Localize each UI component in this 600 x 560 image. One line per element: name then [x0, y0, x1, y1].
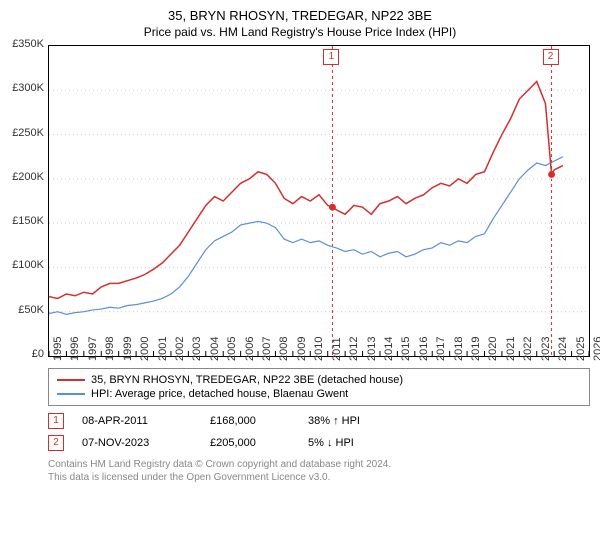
x-tick-label: 1996: [69, 337, 81, 361]
y-tick-label: £50K: [2, 304, 44, 316]
x-tick-label: 2018: [453, 337, 465, 361]
legend-swatch: [57, 393, 85, 395]
legend-item: HPI: Average price, detached house, Blae…: [57, 387, 581, 401]
chart-subtitle: Price paid vs. HM Land Registry's House …: [0, 23, 600, 45]
event-row: 1 08-APR-2011 £168,000 38% ↑ HPI: [48, 410, 590, 432]
legend-item: 35, BRYN RHOSYN, TREDEGAR, NP22 3BE (det…: [57, 373, 581, 387]
x-tick-label: 2011: [331, 337, 343, 361]
event-delta: 38% ↑ HPI: [308, 415, 398, 427]
y-tick-label: £250K: [2, 127, 44, 139]
chart-area: £0£50K£100K£150K£200K£250K£300K£350K 199…: [48, 45, 588, 362]
chart-container: { "title": "35, BRYN RHOSYN, TREDEGAR, N…: [0, 0, 600, 560]
event-delta: 5% ↓ HPI: [308, 437, 398, 449]
x-tick-label: 2017: [435, 337, 447, 361]
x-tick-label: 2020: [487, 337, 499, 361]
legend-swatch: [57, 379, 85, 381]
legend-box: 35, BRYN RHOSYN, TREDEGAR, NP22 3BE (det…: [48, 368, 590, 406]
legend-label: HPI: Average price, detached house, Blae…: [91, 388, 348, 400]
footer-attribution: Contains HM Land Registry data © Crown c…: [48, 458, 590, 484]
footer-line-1: Contains HM Land Registry data © Crown c…: [48, 458, 590, 471]
x-tick-label: 2025: [575, 337, 587, 361]
event-price: £168,000: [210, 415, 290, 427]
x-tick-label: 2001: [157, 337, 169, 361]
event-date: 07-NOV-2023: [82, 437, 192, 449]
event-row: 2 07-NOV-2023 £205,000 5% ↓ HPI: [48, 432, 590, 454]
x-tick-label: 2006: [244, 337, 256, 361]
x-tick-label: 1995: [52, 337, 64, 361]
x-tick-label: 2004: [209, 337, 221, 361]
x-tick-label: 2007: [261, 337, 273, 361]
x-tick-label: 2016: [418, 337, 430, 361]
x-tick-label: 2026: [592, 337, 600, 361]
marker-flag: 2: [543, 49, 559, 65]
x-tick-label: 2003: [191, 337, 203, 361]
x-tick-label: 2021: [505, 337, 517, 361]
x-tick-label: 2015: [400, 337, 412, 361]
legend-label: 35, BRYN RHOSYN, TREDEGAR, NP22 3BE (det…: [91, 374, 403, 386]
event-marker: 2: [48, 435, 64, 451]
x-tick-label: 2008: [278, 337, 290, 361]
y-tick-label: £200K: [2, 171, 44, 183]
y-tick-label: £350K: [2, 38, 44, 50]
x-tick-label: 1997: [87, 337, 99, 361]
y-tick-label: £300K: [2, 82, 44, 94]
x-tick-label: 2000: [139, 337, 151, 361]
event-date: 08-APR-2011: [82, 415, 192, 427]
y-tick-label: £100K: [2, 259, 44, 271]
x-tick-label: 2009: [296, 337, 308, 361]
event-price: £205,000: [210, 437, 290, 449]
x-tick-label: 1999: [122, 337, 134, 361]
x-tick-label: 2002: [174, 337, 186, 361]
x-tick-label: 2013: [366, 337, 378, 361]
x-tick-label: 2019: [470, 337, 482, 361]
footer-line-2: This data is licensed under the Open Gov…: [48, 471, 590, 484]
x-tick-label: 2024: [557, 337, 569, 361]
x-tick-label: 1998: [104, 337, 116, 361]
marker-flag: 1: [323, 49, 339, 65]
x-tick-label: 2022: [522, 337, 534, 361]
x-tick-label: 2012: [348, 337, 360, 361]
chart-title: 35, BRYN RHOSYN, TREDEGAR, NP22 3BE: [0, 0, 600, 23]
y-tick-label: £0: [2, 348, 44, 360]
plot-svg: [48, 45, 590, 357]
x-tick-label: 2023: [540, 337, 552, 361]
x-tick-label: 2005: [226, 337, 238, 361]
events-table: 1 08-APR-2011 £168,000 38% ↑ HPI 2 07-NOV-202…: [48, 410, 590, 454]
x-tick-label: 2014: [383, 337, 395, 361]
x-tick-label: 2010: [313, 337, 325, 361]
event-marker: 1: [48, 413, 64, 429]
y-tick-label: £150K: [2, 215, 44, 227]
